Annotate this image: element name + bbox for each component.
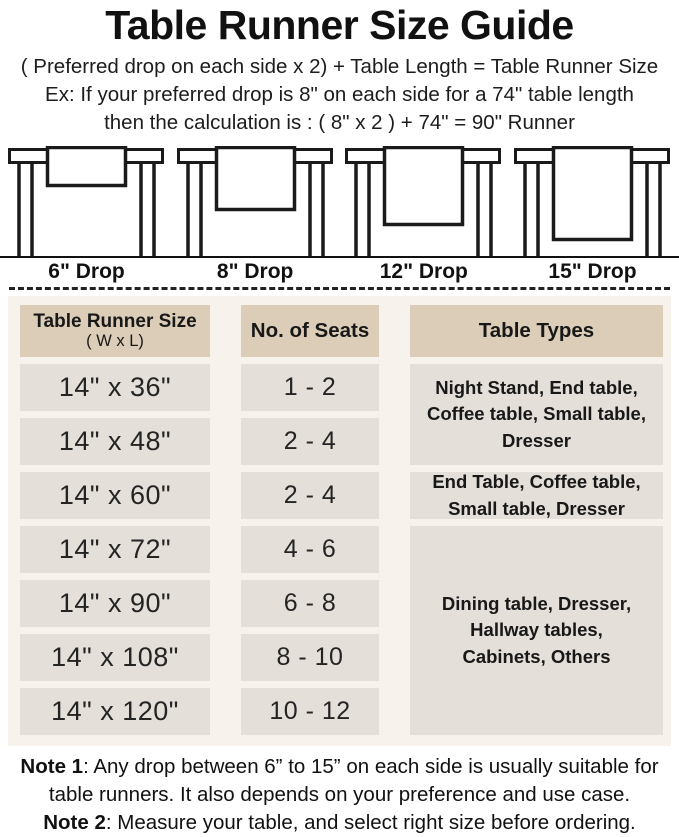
drop-label-8: 8" Drop (216, 260, 294, 283)
table-types-group-3: Dining table, Dresser, Hallway tables, C… (410, 526, 663, 735)
seats-cell-5: 6 - 8 (241, 580, 379, 627)
runner-shape (45, 146, 128, 188)
size-cell-4: 14" x 72" (20, 526, 210, 573)
seats-cell-4: 4 - 6 (241, 526, 379, 573)
table-illustration-12-drop (345, 146, 502, 256)
runner-shape (551, 146, 634, 242)
header-runner-size-sub: ( W x L) (86, 332, 144, 350)
drop-label-12: 12" Drop (379, 260, 468, 283)
notes-section: Note 1: Any drop between 6” to 15” on ea… (4, 753, 676, 837)
table-illustration-8-drop (176, 146, 333, 256)
drop-labels: 6" Drop 8" Drop 12" Drop 15" Drop (0, 260, 679, 284)
note-2: Note 2: Measure your table, and select r… (4, 809, 676, 837)
note-1-label: Note 1 (20, 755, 84, 778)
runner-shape (383, 146, 465, 227)
floor-line (0, 256, 679, 258)
table-types-group-2: End Table, Coffee table, Small table, Dr… (410, 471, 663, 519)
seats-cell-1: 1 - 2 (241, 364, 379, 411)
size-cell-3: 14" x 60" (20, 472, 210, 519)
drop-illustrations (0, 146, 679, 256)
runner-shape (214, 146, 296, 212)
note-2-label: Note 2 (43, 811, 106, 834)
size-cell-5: 14" x 90" (20, 580, 210, 627)
header-seats: No. of Seats (241, 305, 379, 357)
note-1-text: : Any drop between 6” to 15” on each sid… (48, 755, 659, 806)
page-title: Table Runner Size Guide (105, 2, 574, 48)
note-1: Note 1: Any drop between 6” to 15” on ea… (4, 753, 676, 809)
size-cell-2: 14" x 48" (20, 418, 210, 465)
header-runner-size-title: Table Runner Size (33, 311, 197, 332)
header-table-types: Table Types (410, 305, 663, 357)
size-cell-7: 14" x 120" (20, 688, 210, 735)
seats-cell-3: 2 - 4 (241, 472, 379, 519)
size-guide-table: Table Runner Size ( W x L) No. of Seats … (8, 296, 671, 746)
table-types-group-1: Night Stand, End table, Coffee table, Sm… (410, 364, 663, 465)
seats-cell-6: 8 - 10 (241, 634, 379, 681)
size-cell-6: 14" x 108" (20, 634, 210, 681)
table-illustration-6-drop (8, 146, 164, 256)
table-illustration-15-drop (513, 146, 670, 256)
dashed-divider (9, 287, 670, 290)
note-2-text: : Measure your table, and select right s… (105, 811, 636, 834)
drop-label-15: 15" Drop (548, 260, 637, 283)
example-line-1: Ex: If your preferred drop is 8" on each… (45, 83, 634, 106)
header-runner-size: Table Runner Size ( W x L) (20, 305, 210, 357)
size-cell-1: 14" x 36" (20, 364, 210, 411)
formula-line: ( Preferred drop on each side x 2) + Tab… (20, 55, 659, 78)
drop-label-6: 6" Drop (48, 260, 125, 283)
example-line-2: then the calculation is : ( 8" x 2 ) + 7… (104, 111, 575, 134)
seats-cell-2: 2 - 4 (241, 418, 379, 465)
seats-cell-7: 10 - 12 (241, 688, 379, 735)
